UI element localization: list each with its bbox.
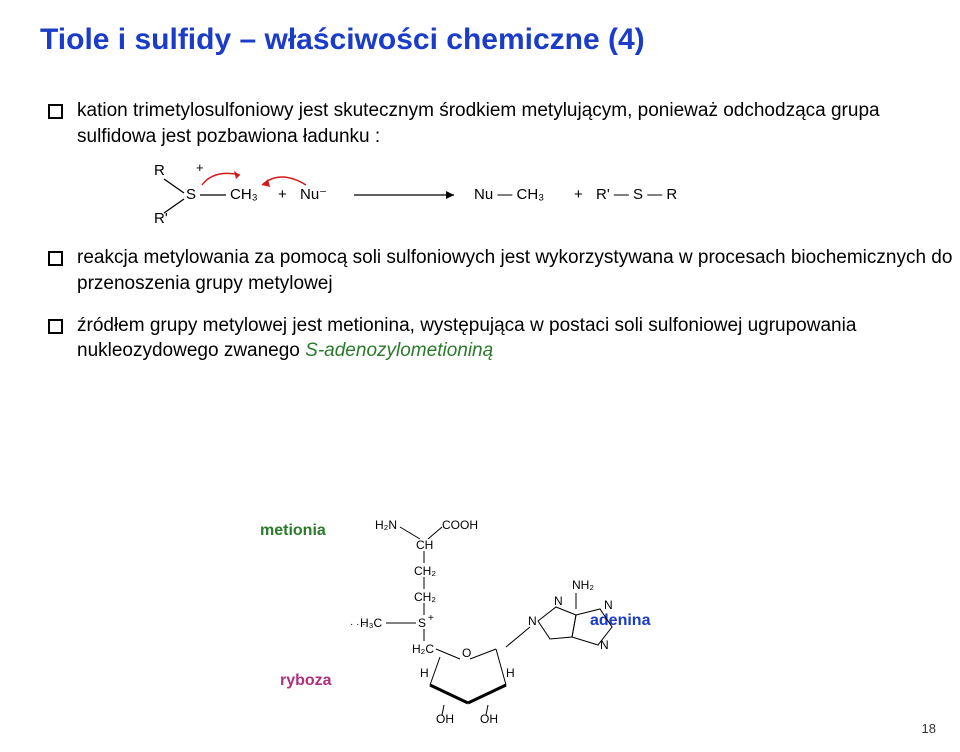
atom-Rprime: R' [154,210,168,227]
atom-O: O [462,646,471,660]
bullet-1-text: kation trimetylosulfoniowy jest skuteczn… [77,98,960,149]
arrow-icon [446,191,454,199]
atom-COOH: COOH [442,518,478,532]
page-title: Tiole i sulfidy – właściwości chemiczne … [40,22,960,58]
atom-N: N [554,594,563,608]
plus-charge-icon: + [428,613,434,624]
plus-sign: + [278,186,287,203]
bullet-square-icon [48,319,63,334]
product-RSR: R' — S — R [596,186,677,203]
atom-H2N: H₂N [375,518,397,532]
bullet-square-icon [48,104,63,119]
dots-icon: · · · [350,619,366,630]
bullet-2-text: reakcja metylowania za pomocą soli sulfo… [77,245,960,296]
atom-CH2: CH₂ [414,590,436,604]
molecule-structure: H₂N COOH CH CH₂ CH₂ H₃C · · · S + H₂C O … [320,517,640,752]
atom-Nu: Nu⁻ [300,186,327,203]
atom-NH2: NH₂ [572,578,594,592]
atom-S: S [418,616,426,630]
bullet-1: kation trimetylosulfoniowy jest skuteczn… [48,98,960,149]
bullet-3-italic: S-adenozylometioniną [305,340,493,361]
bullet-3: źródłem grupy metylowej jest metionina, … [48,313,960,364]
atom-H2C: H₂C [412,642,434,656]
atom-CH: CH [416,538,433,552]
atom-N: N [604,598,613,612]
atom-H: H [420,666,429,680]
atom-R: R [154,163,165,179]
reaction-scheme: R + S R' CH₃ + Nu⁻ Nu — CH₃ + R' — S — R [154,163,960,227]
label-metionia: metionia [260,522,326,540]
atom-CH2: CH₂ [414,564,436,578]
bullet-square-icon [48,251,63,266]
bullet-3-text: źródłem grupy metylowej jest metionina, … [77,313,960,364]
bullet-list: kation trimetylosulfoniowy jest skuteczn… [48,98,960,364]
atom-H: H [506,666,515,680]
bullet-2: reakcja metylowania za pomocą soli sulfo… [48,245,960,296]
page-number: 18 [922,721,936,736]
atom-N: N [528,614,537,628]
atom-OH: OH [436,712,454,726]
atom-OH: OH [480,712,498,726]
curved-arrow-icon [202,174,240,186]
product-NuCH3: Nu — CH₃ [474,186,544,203]
plus-charge-icon: + [196,163,204,175]
atom-N: N [600,638,609,652]
atom-CH3: CH₃ [230,186,258,203]
plus-sign: + [574,186,583,203]
atom-S: S [186,186,196,203]
